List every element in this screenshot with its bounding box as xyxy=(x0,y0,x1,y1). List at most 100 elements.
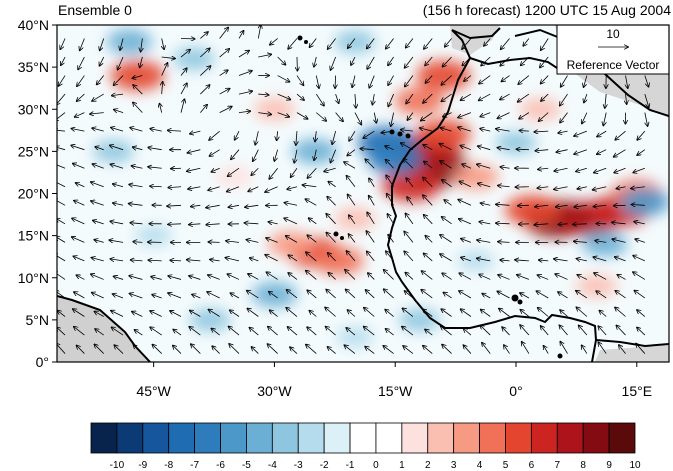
wind-arrow xyxy=(258,54,271,57)
island xyxy=(405,133,411,139)
wind-arrow xyxy=(538,168,549,169)
anomaly-blob xyxy=(135,225,173,247)
wind-arrow xyxy=(634,290,646,299)
wind-arrow xyxy=(535,205,549,206)
wind-arrow xyxy=(332,131,337,144)
wind-arrow xyxy=(57,112,66,121)
wind-arrow xyxy=(162,38,164,49)
wind-arrow xyxy=(441,93,452,101)
wind-arrow xyxy=(615,307,626,317)
wind-arrow xyxy=(307,235,317,243)
wind-arrow xyxy=(130,223,143,224)
wind-arrow xyxy=(326,290,336,299)
wind-arrow xyxy=(284,218,298,225)
wind-arrow xyxy=(92,164,104,169)
colorbar-swatch xyxy=(246,422,273,454)
wind-arrow xyxy=(637,310,646,317)
wind-arrow xyxy=(386,160,394,169)
wind-arrow xyxy=(111,327,124,336)
wind-arrow xyxy=(520,310,530,317)
mediterranean-coastline xyxy=(514,28,561,39)
wind-arrow xyxy=(251,347,259,354)
wind-arrow xyxy=(644,75,649,87)
wind-arrow xyxy=(265,255,278,262)
wind-arrow xyxy=(385,310,394,317)
wind-arrow xyxy=(288,327,298,336)
wind-arrow xyxy=(210,259,220,260)
iberia-coastline xyxy=(451,27,501,40)
wind-arrow xyxy=(461,257,472,262)
wind-arrow xyxy=(497,148,510,150)
wind-arrow xyxy=(577,187,587,189)
wind-arrow xyxy=(187,260,201,261)
anomaly-blob xyxy=(251,281,298,308)
wind-arrow xyxy=(496,204,510,205)
wind-arrow xyxy=(277,93,291,99)
wind-arrow xyxy=(316,75,319,89)
wind-arrow xyxy=(315,131,316,141)
wind-arrow xyxy=(425,329,433,336)
wind-arrow xyxy=(131,260,143,261)
colorbar-label: 9 xyxy=(606,460,612,471)
wind-arrow xyxy=(521,56,530,65)
colorbar-swatch xyxy=(375,422,403,454)
wind-arrow xyxy=(584,93,587,103)
wind-arrow xyxy=(268,222,278,224)
wind-arrow xyxy=(73,256,85,262)
wind-arrow xyxy=(187,167,201,171)
island xyxy=(517,299,523,305)
wind-arrow xyxy=(369,196,375,206)
wind-arrow xyxy=(148,260,162,261)
wind-arrow xyxy=(462,164,472,169)
wind-arrow xyxy=(461,93,472,100)
wind-arrow xyxy=(637,130,646,140)
wind-arrow xyxy=(576,291,588,299)
wind-arrow xyxy=(344,162,356,169)
wind-arrow xyxy=(406,38,414,47)
wind-arrow xyxy=(277,112,290,117)
wind-arrow xyxy=(423,145,433,151)
wind-arrow xyxy=(225,258,240,262)
wind-arrow xyxy=(211,167,220,172)
wind-arrow xyxy=(443,112,452,117)
y-tick-label: 10°N xyxy=(18,270,49,286)
wind-arrow xyxy=(77,93,85,101)
wind-arrow xyxy=(150,186,162,187)
wind-arrow xyxy=(388,75,394,86)
wind-arrow xyxy=(537,275,549,280)
wind-arrow xyxy=(270,310,278,317)
wind-arrow xyxy=(57,254,66,262)
wind-arrow xyxy=(73,309,85,317)
wind-arrow xyxy=(161,57,175,59)
wind-arrow xyxy=(574,205,587,207)
colorbar-label: 3 xyxy=(451,460,457,471)
wind-arrow xyxy=(405,213,414,225)
wind-arrow xyxy=(57,130,66,131)
wind-arrow xyxy=(99,56,105,66)
wind-arrow xyxy=(208,310,220,317)
wind-arrow xyxy=(111,311,124,317)
wind-arrow xyxy=(593,205,607,206)
wind-arrow xyxy=(615,291,626,299)
wind-arrow xyxy=(461,309,472,317)
anomaly-blob xyxy=(110,60,165,91)
wind-arrow xyxy=(309,38,317,47)
wind-arrow xyxy=(593,186,607,190)
wind-arrow xyxy=(113,184,124,187)
wind-arrow xyxy=(614,149,626,157)
wind-arrow xyxy=(251,167,259,175)
wind-arrow xyxy=(286,236,298,243)
wind-arrow xyxy=(168,187,182,188)
wind-arrow xyxy=(113,294,124,299)
wind-arrow xyxy=(496,129,510,131)
wind-arrow xyxy=(405,56,414,68)
wind-arrow xyxy=(480,112,491,117)
wind-arrow xyxy=(189,224,201,225)
wind-arrow xyxy=(296,93,304,100)
wind-arrow xyxy=(541,326,549,336)
wind-arrow xyxy=(352,75,355,88)
wind-arrow xyxy=(459,181,472,188)
wind-arrow xyxy=(110,145,124,151)
wind-arrow xyxy=(388,235,394,243)
